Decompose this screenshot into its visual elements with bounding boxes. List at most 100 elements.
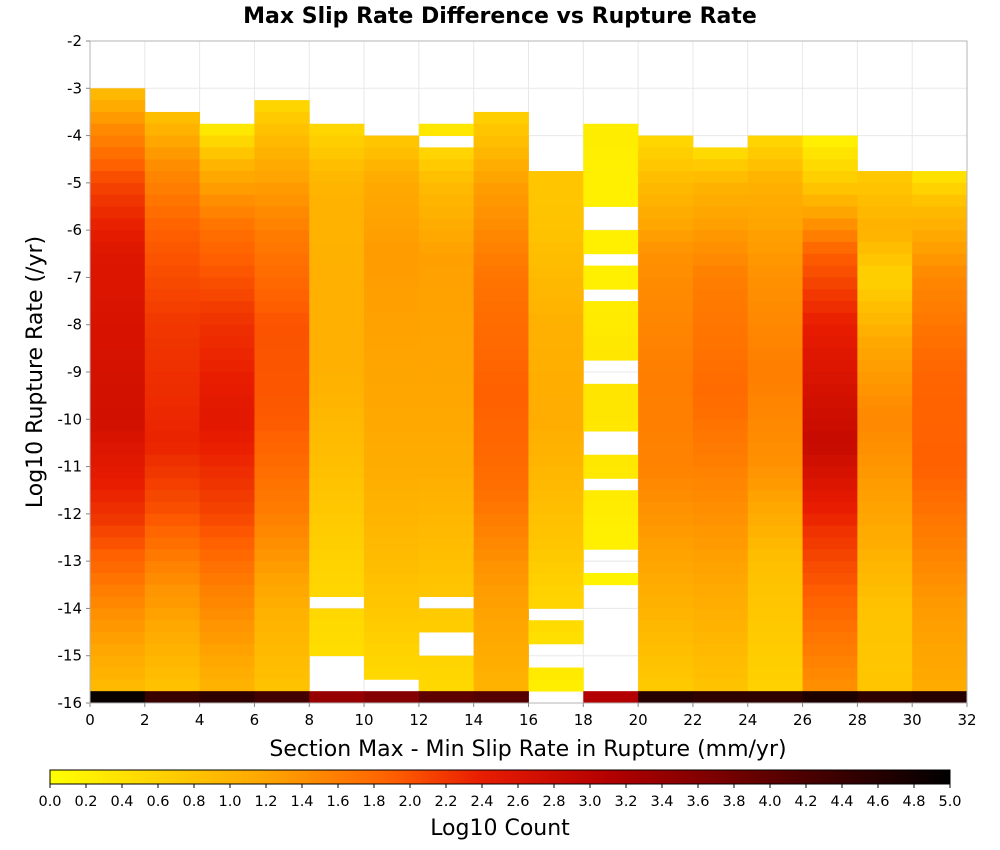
heatmap-cell	[802, 253, 858, 267]
heatmap-cell	[638, 372, 694, 385]
heatmap-cell	[90, 383, 146, 397]
heatmap-cell	[144, 265, 201, 278]
heatmap-cell	[638, 159, 694, 172]
heatmap-cell	[747, 442, 803, 456]
heatmap-cell	[254, 454, 310, 467]
heatmap-cell	[418, 372, 475, 385]
heatmap-cell	[747, 147, 803, 160]
heatmap-cell	[473, 336, 529, 349]
heatmap-cell	[638, 608, 694, 621]
heatmap-cell	[199, 241, 255, 255]
heatmap-cell	[309, 478, 365, 491]
heatmap-cell	[364, 632, 420, 645]
heatmap-cell	[473, 159, 529, 172]
heatmap-cell	[364, 336, 420, 349]
heatmap-cell	[747, 490, 803, 503]
heatmap-cell	[692, 513, 749, 527]
heatmap-cell	[90, 608, 146, 621]
heatmap-cell-bottom	[638, 691, 694, 703]
heatmap-cell	[144, 667, 201, 680]
heatmap-cell	[90, 549, 146, 562]
heatmap-cell	[254, 135, 310, 148]
heatmap-cell	[90, 454, 146, 467]
heatmap-cell	[199, 537, 255, 550]
heatmap-cell	[254, 419, 310, 432]
heatmap-cell	[144, 596, 201, 609]
heatmap-cell	[473, 147, 529, 160]
heatmap-cell	[309, 572, 365, 586]
y-tick-label: -12	[58, 505, 83, 523]
heatmap-cell	[90, 194, 146, 207]
heatmap-cell	[90, 584, 146, 598]
heatmap-cell	[364, 407, 420, 420]
heatmap-cell	[254, 466, 310, 479]
heatmap-cell	[418, 667, 475, 680]
heatmap-cell	[418, 407, 475, 420]
heatmap-cell	[802, 265, 858, 278]
heatmap-cell	[802, 561, 858, 574]
heatmap-cell	[418, 502, 475, 515]
heatmap-cell	[692, 407, 749, 420]
heatmap-cell	[364, 147, 420, 160]
heatmap-cell	[912, 277, 968, 290]
heatmap-cell	[692, 655, 749, 668]
heatmap-cell	[583, 182, 639, 196]
heatmap-cell	[857, 513, 913, 527]
heatmap-cell	[912, 525, 968, 538]
heatmap-cell	[144, 348, 201, 361]
heatmap-cell	[583, 135, 639, 148]
heatmap-cell	[857, 253, 913, 267]
heatmap-cell	[857, 537, 913, 550]
heatmap-cell	[473, 431, 529, 444]
heatmap-cell	[802, 466, 858, 479]
heatmap-cell	[583, 502, 639, 515]
x-tick-label: 12	[409, 711, 428, 729]
heatmap-cell	[638, 561, 694, 574]
heatmap-cell	[528, 584, 584, 598]
heatmap-cell-bottom	[802, 691, 858, 703]
heatmap-cell	[144, 407, 201, 420]
heatmap-cell	[309, 360, 365, 373]
heatmap-cell	[528, 442, 584, 456]
heatmap-cell	[912, 230, 968, 243]
heatmap-cell	[418, 241, 475, 255]
y-tick-label: -15	[58, 647, 83, 665]
heatmap-cell	[638, 431, 694, 444]
heatmap-cell	[528, 336, 584, 349]
heatmap-cell	[473, 301, 529, 314]
heatmap-cell	[692, 466, 749, 479]
x-tick-label: 18	[574, 711, 593, 729]
y-tick-label: -14	[58, 599, 83, 617]
heatmap-cell	[747, 537, 803, 550]
heatmap-cell	[583, 277, 639, 290]
heatmap-cell	[90, 667, 146, 680]
heatmap-cell	[912, 596, 968, 609]
heatmap-cell	[802, 525, 858, 538]
heatmap-cell	[364, 159, 420, 172]
heatmap-cell	[638, 655, 694, 668]
heatmap-cell	[528, 230, 584, 243]
heatmap-cell	[254, 442, 310, 456]
heatmap-cell	[583, 241, 639, 255]
heatmap-cell	[473, 348, 529, 361]
heatmap-cell	[144, 372, 201, 385]
heatmap-cell	[528, 218, 584, 231]
heatmap-cell	[857, 502, 913, 515]
heatmap-cell	[802, 360, 858, 373]
heatmap-cell	[199, 596, 255, 609]
heatmap-cell	[418, 194, 475, 207]
heatmap-cell	[309, 182, 365, 196]
heatmap-cell	[254, 679, 310, 692]
heatmap-cell	[309, 324, 365, 337]
heatmap-cell	[309, 454, 365, 467]
colorbar-tick-label: 4.6	[866, 794, 889, 810]
heatmap-cell	[90, 218, 146, 231]
heatmap-cell	[473, 135, 529, 148]
heatmap-cell	[144, 608, 201, 621]
heatmap-cell	[912, 572, 968, 586]
heatmap-cell	[418, 265, 475, 278]
heatmap-cell	[418, 348, 475, 361]
x-axis-label: Section Max - Min Slip Rate in Rupture (…	[269, 737, 786, 762]
colorbar-tick-label: 4.8	[902, 794, 925, 810]
heatmap-cell	[144, 584, 201, 598]
